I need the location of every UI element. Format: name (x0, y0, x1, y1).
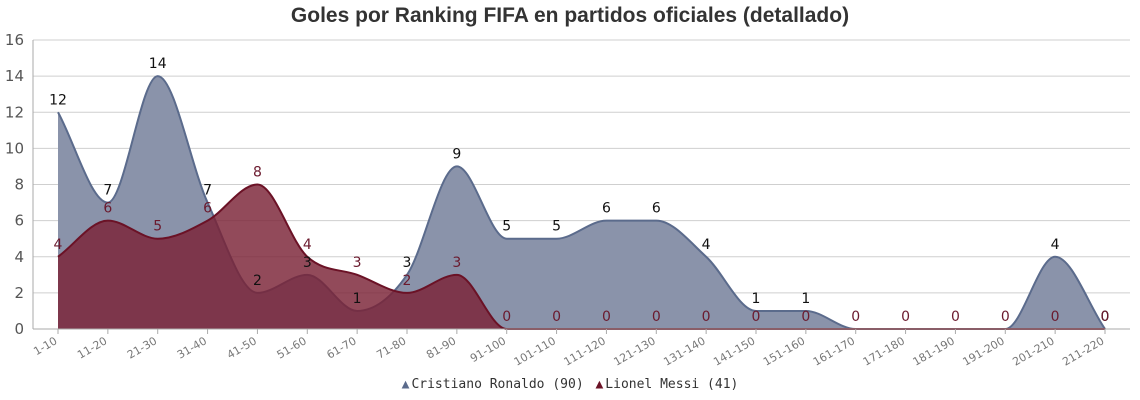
x-tick-label: 81-90 (424, 334, 458, 361)
y-tick-label: 4 (14, 248, 24, 266)
x-tick-label: 101-110 (512, 334, 558, 368)
data-label: 3 (452, 255, 461, 271)
data-label: 6 (652, 201, 661, 217)
x-tick-label: 91-100 (468, 334, 508, 365)
legend-item-series-2[interactable]: ▲ Lionel Messi (41) (595, 377, 738, 392)
x-tick-label: 51-60 (275, 334, 309, 361)
data-label: 6 (602, 201, 611, 217)
data-label: 2 (403, 273, 412, 289)
legend-item-series-1[interactable]: ▲ Cristiano Ronaldo (90) (402, 377, 584, 392)
data-label: 6 (103, 201, 112, 217)
data-label: 0 (1001, 309, 1010, 325)
data-label: 5 (552, 219, 561, 235)
data-label: 0 (851, 309, 860, 325)
x-tick-label: 1-10 (31, 334, 59, 358)
data-label: 0 (801, 309, 810, 325)
y-tick-label: 16 (5, 31, 24, 49)
y-tick-label: 2 (14, 284, 24, 302)
data-label: 12 (49, 92, 67, 108)
data-label: 0 (702, 309, 711, 325)
data-label: 6 (203, 201, 212, 217)
data-label: 5 (502, 219, 511, 235)
data-label: 7 (203, 183, 212, 199)
data-label: 4 (54, 237, 63, 253)
data-label: 0 (502, 309, 511, 325)
triangle-icon: ▲ (595, 377, 604, 392)
data-label: 3 (303, 255, 312, 271)
data-label: 0 (951, 309, 960, 325)
data-label: 0 (752, 309, 761, 325)
data-label: 4 (702, 237, 711, 253)
data-label: 3 (353, 255, 362, 271)
data-label: 2 (253, 273, 262, 289)
data-label: 0 (602, 309, 611, 325)
x-tick-label: 151-160 (761, 334, 807, 368)
data-label: 1 (353, 291, 362, 307)
data-label: 0 (652, 309, 661, 325)
x-tick-label: 131-140 (661, 334, 707, 368)
x-tick-label: 121-130 (611, 334, 657, 368)
data-label: 4 (303, 237, 312, 253)
data-label: 8 (253, 165, 262, 181)
data-label: 0 (901, 309, 910, 325)
chart-legend: ▲ Cristiano Ronaldo (90) ▲ Lionel Messi (4… (0, 377, 1140, 392)
x-tick-label: 171-180 (861, 334, 907, 368)
x-tick-label: 61-70 (324, 334, 358, 361)
y-tick-label: 8 (14, 176, 24, 194)
chart-title: Goles por Ranking FIFA en partidos ofici… (290, 4, 850, 27)
data-label: 0 (1051, 309, 1060, 325)
y-tick-label: 14 (5, 67, 24, 85)
x-tick-label: 41-50 (225, 334, 259, 361)
y-tick-label: 10 (5, 139, 24, 157)
legend-label: Cristiano Ronaldo (90) (411, 377, 584, 392)
data-label: 1 (801, 291, 810, 307)
x-tick-label: 31-40 (175, 334, 209, 361)
data-label: 0 (1101, 309, 1110, 325)
y-tick-label: 12 (5, 103, 24, 121)
y-tick-label: 6 (14, 212, 24, 230)
data-label: 1 (752, 291, 761, 307)
x-tick-label: 181-190 (911, 334, 957, 368)
data-label: 4 (1051, 237, 1060, 253)
x-tick-label: 191-200 (960, 334, 1006, 368)
x-tick-label: 201-210 (1010, 334, 1056, 368)
x-tick-label: 71-80 (374, 334, 408, 361)
data-label: 9 (452, 146, 461, 162)
x-tick-label: 21-30 (125, 334, 159, 361)
x-tick-label: 111-120 (562, 334, 608, 368)
data-label: 0 (552, 309, 561, 325)
data-label: 0 (1101, 309, 1110, 325)
legend-label: Lionel Messi (41) (605, 377, 739, 392)
x-tick-label: 11-20 (75, 334, 109, 361)
x-tick-label: 161-170 (811, 334, 857, 368)
data-label: 14 (149, 56, 167, 72)
data-label: 5 (153, 219, 162, 235)
x-tick-label: 211-220 (1060, 334, 1106, 368)
x-tick-label: 141-150 (711, 334, 757, 368)
data-label: 7 (103, 183, 112, 199)
data-label: 3 (403, 255, 412, 271)
y-tick-label: 0 (14, 320, 24, 338)
area-series-2 (58, 184, 1105, 329)
triangle-icon: ▲ (401, 377, 410, 392)
